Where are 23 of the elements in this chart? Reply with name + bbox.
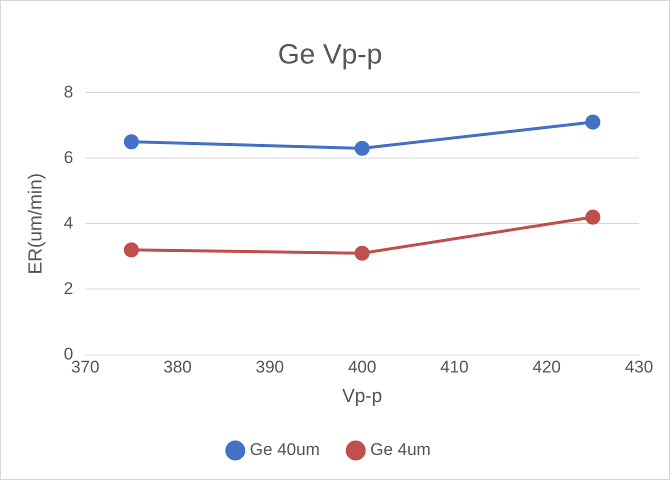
y-tick-label: 8 <box>64 82 74 102</box>
chart-title: Ge Vp-p <box>278 38 382 70</box>
point <box>124 134 139 150</box>
x-tick-label: 420 <box>532 358 561 377</box>
y-tick-label: 2 <box>64 278 74 298</box>
point <box>585 210 600 225</box>
legend-label: Ge 40um <box>250 440 320 460</box>
point <box>354 246 370 261</box>
x-tick-label: 370 <box>71 358 100 377</box>
point <box>354 140 370 156</box>
y-tick-label: 0 <box>64 344 74 364</box>
y-tick-label: 4 <box>64 213 74 232</box>
point <box>124 242 139 258</box>
x-axis-title: Vp-p <box>342 386 382 407</box>
x-tick-label: 390 <box>256 358 284 377</box>
x-tick-label: 380 <box>163 358 192 377</box>
x-tick-label: 400 <box>348 358 376 377</box>
point <box>585 114 600 130</box>
legend-label: Ge 4um <box>370 440 431 460</box>
y-tick-label: 6 <box>64 148 74 167</box>
x-tick-label: 430 <box>624 358 654 377</box>
x-tick-label: 410 <box>440 358 469 377</box>
y-axis-title: ER(um/min) <box>26 173 47 274</box>
